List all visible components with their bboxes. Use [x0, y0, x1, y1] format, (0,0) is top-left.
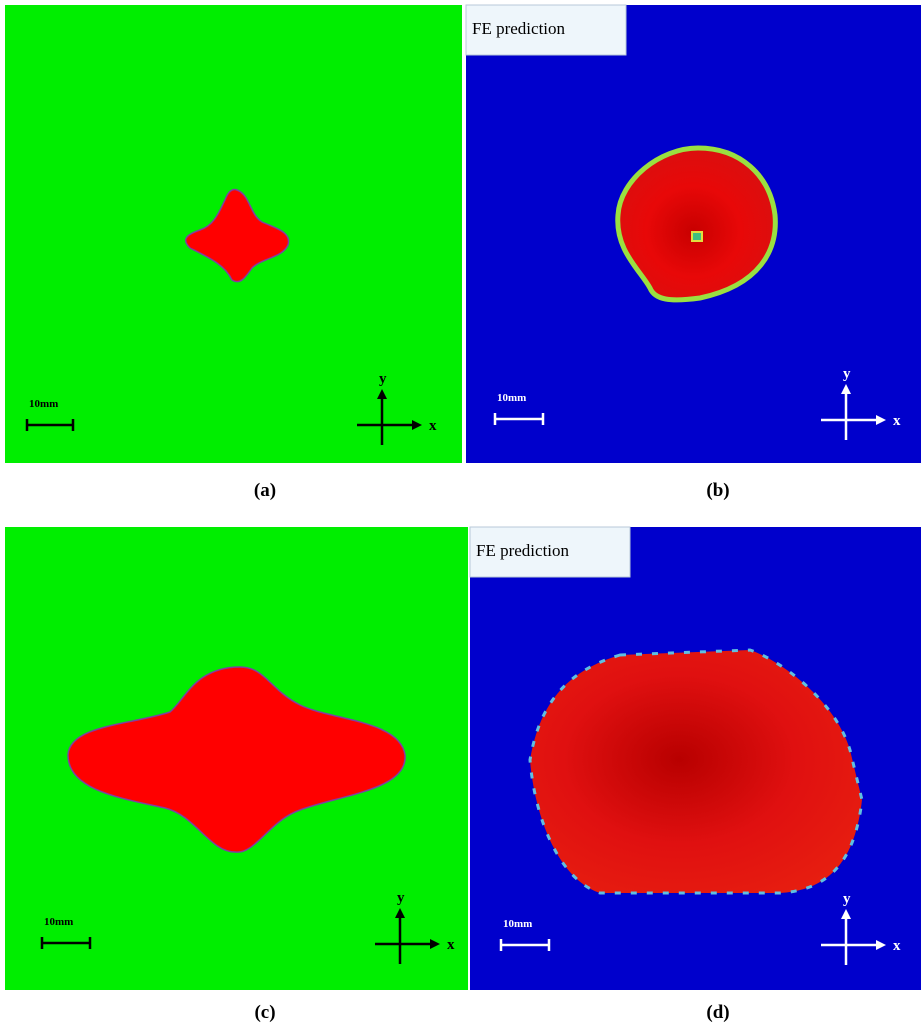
melt-pool-shape — [67, 666, 406, 853]
panel-label: (b) — [706, 480, 729, 501]
axis-x-label: x — [893, 413, 901, 429]
fe-prediction-shape — [615, 145, 778, 303]
axis-x-label: x — [447, 937, 455, 953]
axis-x-label: x — [893, 938, 901, 954]
arrow-head — [876, 940, 886, 950]
arrow-head — [841, 384, 851, 394]
arrow-head — [395, 908, 405, 918]
scale-bar-label: 10mm — [44, 916, 73, 928]
legend-label: FE prediction — [472, 19, 566, 38]
center-spot — [691, 231, 703, 242]
annotations: 10mm y x (a) 10mm y x FE prediction (b) 10mm y x (c)… — [25, 4, 901, 1023]
panel-label: (a) — [254, 480, 276, 501]
legend-box — [465, 4, 627, 56]
arrow-head — [377, 389, 387, 399]
panel-label: (c) — [254, 1002, 275, 1023]
axis-y-label: y — [379, 371, 387, 387]
scale-bar-label: 10mm — [503, 918, 532, 930]
melt-pool-shape — [184, 188, 290, 283]
arrow-head — [876, 415, 886, 425]
panel-label: (d) — [706, 1002, 729, 1023]
axis-x-label: x — [429, 418, 437, 434]
scale-bar-label: 10mm — [29, 398, 58, 410]
legend-box — [469, 526, 631, 578]
arrow-head — [841, 909, 851, 919]
arrow-head — [412, 420, 422, 430]
legend-label: FE prediction — [476, 541, 570, 560]
axis-y-label: y — [843, 366, 851, 382]
arrow-head — [430, 939, 440, 949]
axis-y-label: y — [843, 891, 851, 907]
scale-bar-label: 10mm — [497, 392, 526, 404]
axis-y-label: y — [397, 890, 405, 906]
fe-prediction-shape — [528, 648, 864, 895]
